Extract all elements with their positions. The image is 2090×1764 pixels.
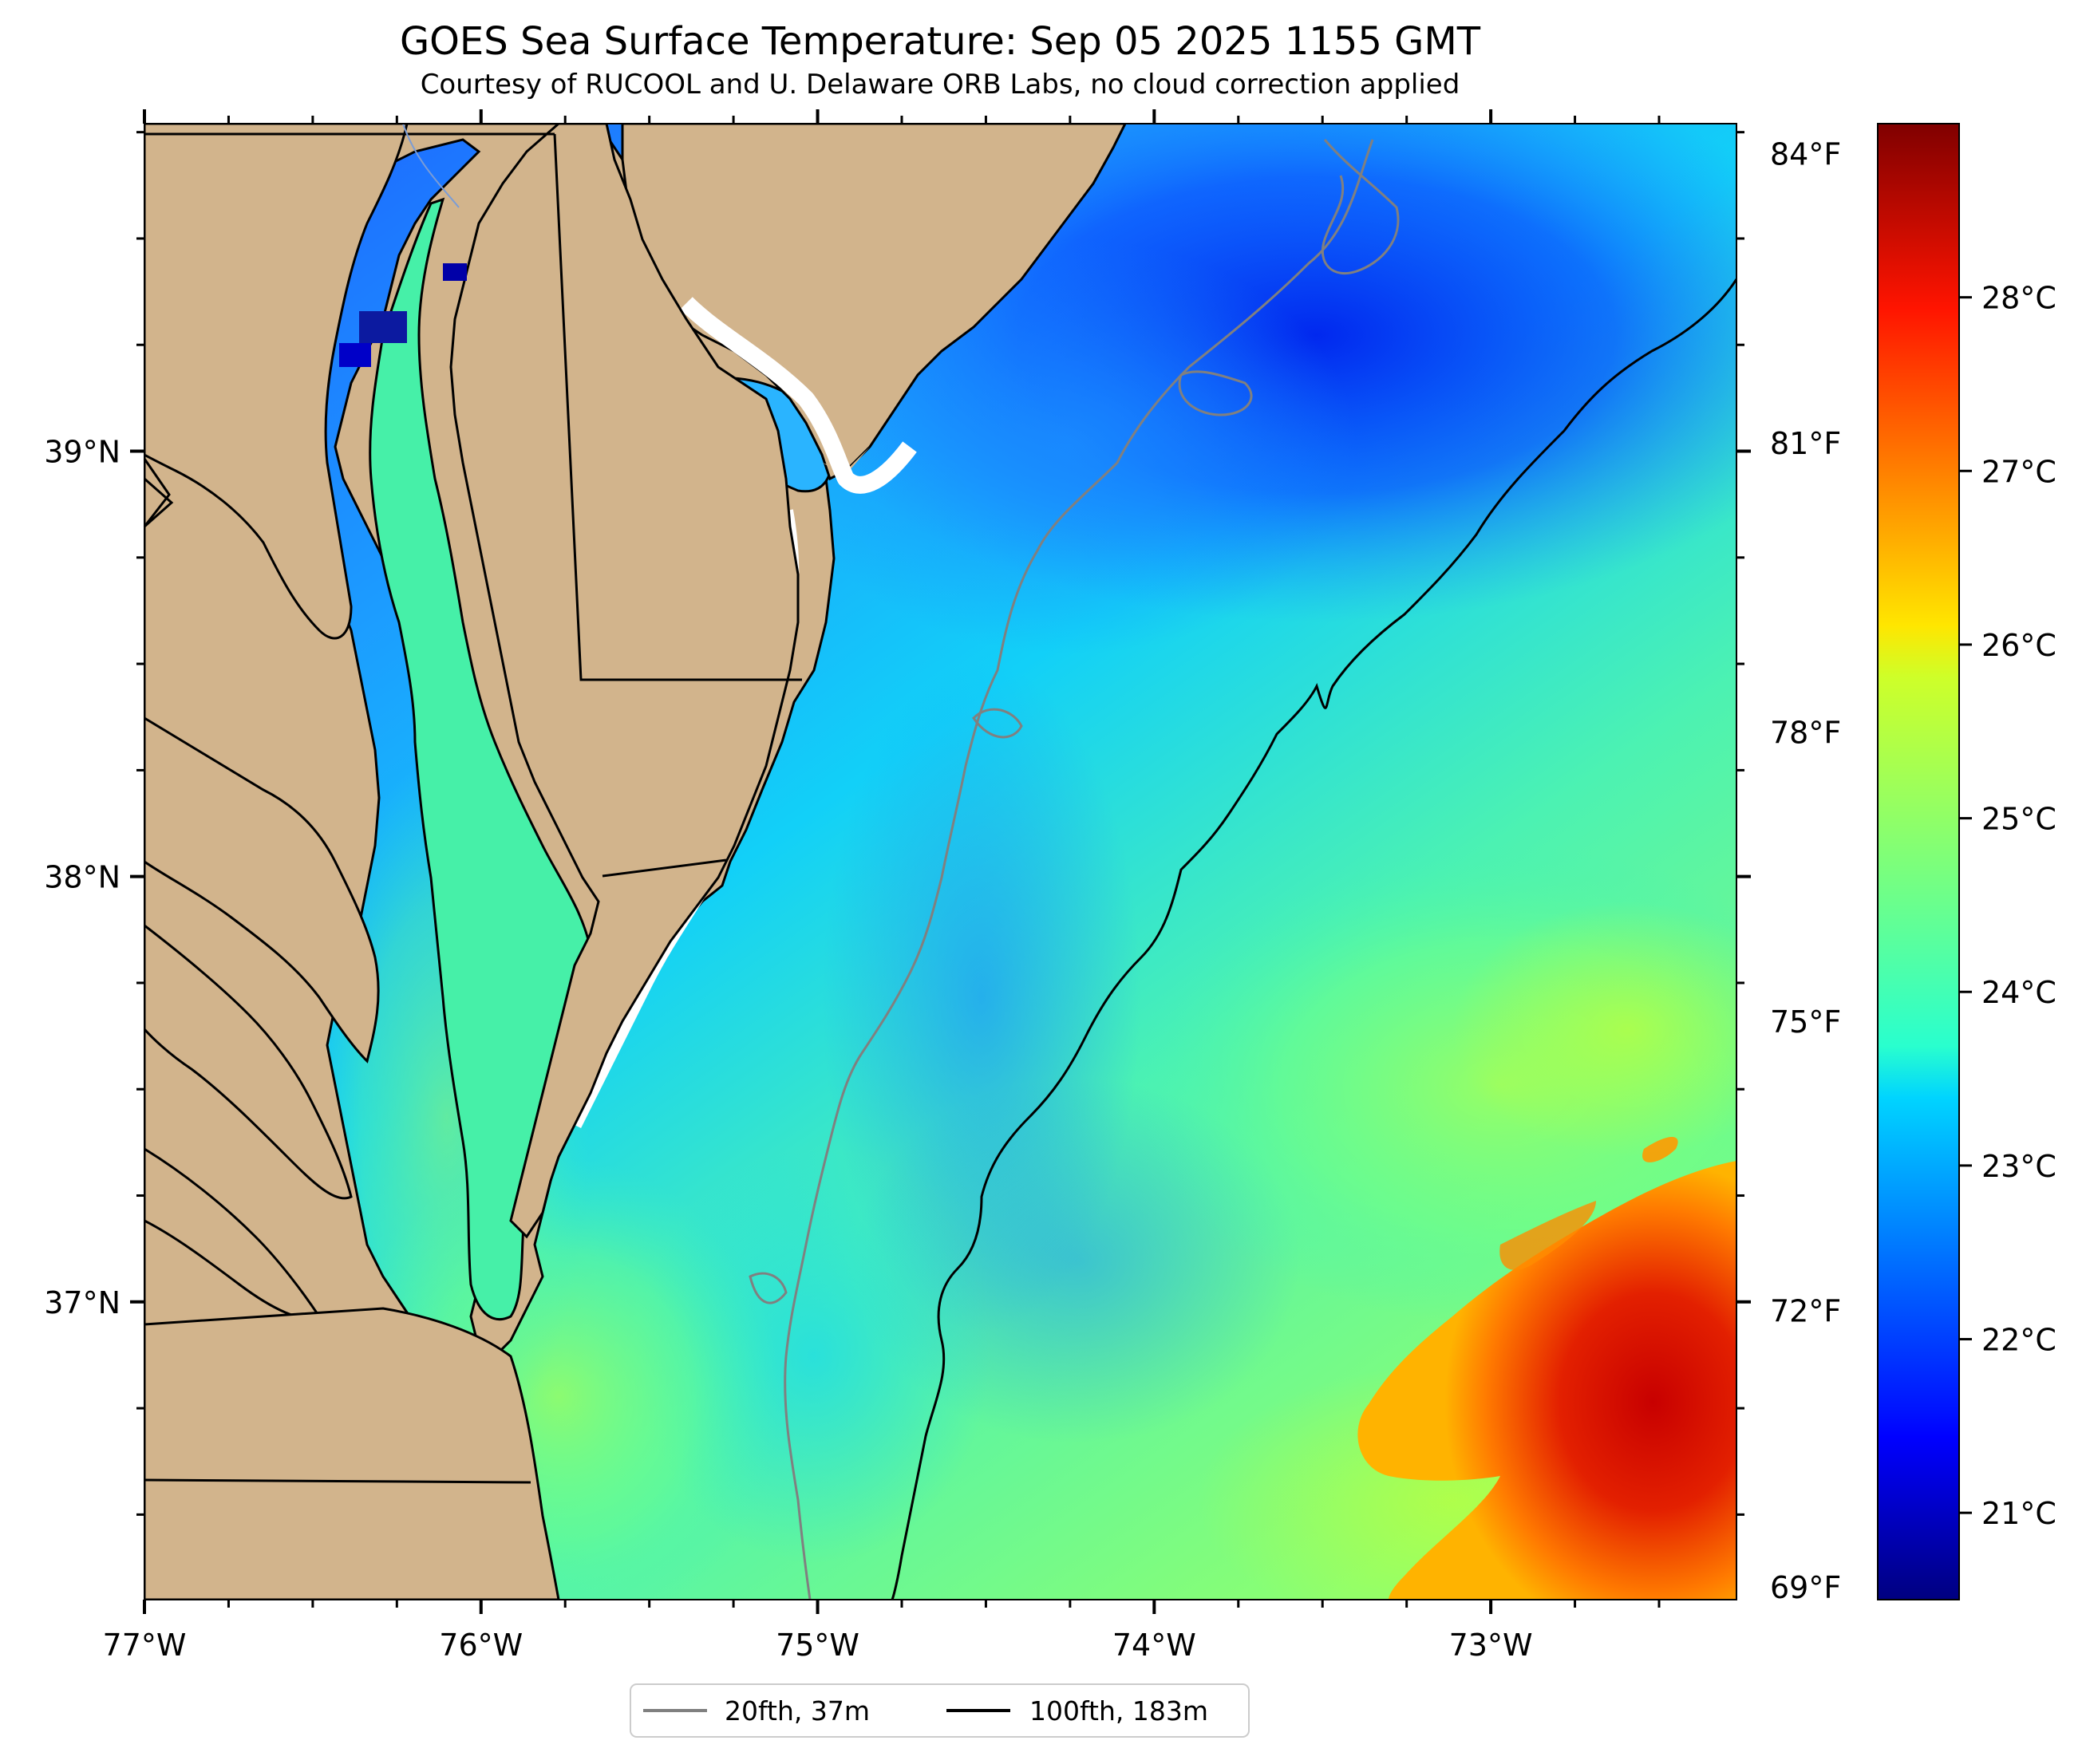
legend: 20fth, 37m 100fth, 183m bbox=[630, 1683, 1250, 1738]
lat-tick-label: 38°N bbox=[44, 860, 121, 895]
legend-label-100fth: 100fth, 183m bbox=[1029, 1695, 1208, 1727]
state-boundaries bbox=[143, 132, 802, 1484]
fahrenheit-tick-label: 72°F bbox=[1770, 1293, 1841, 1328]
fahrenheit-tick-label: 78°F bbox=[1770, 715, 1841, 750]
colorbar-ticks: 28°C 27°C 26°C 25°C 24°C 23°C 22°C 21°C bbox=[1959, 281, 2056, 1531]
fahrenheit-tick-label: 81°F bbox=[1770, 426, 1841, 461]
gulf-stream-warm-core bbox=[1357, 1161, 1736, 1600]
colorbar-tick-label: 27°C bbox=[1981, 454, 2056, 489]
chesapeake-bay bbox=[369, 197, 592, 1321]
contour-20fth bbox=[784, 139, 1374, 1600]
colorbar-tick-label: 22°C bbox=[1981, 1323, 2056, 1358]
lon-tick-label: 77°W bbox=[103, 1628, 187, 1663]
colorbar-tick-label: 23°C bbox=[1981, 1149, 2056, 1184]
latitude-axis: 39°N 38°N 37°N bbox=[44, 131, 1751, 1516]
map-panel bbox=[144, 124, 1736, 1600]
contour-100fth bbox=[891, 278, 1736, 1600]
lat-tick-label: 39°N bbox=[44, 435, 121, 470]
lon-tick-label: 75°W bbox=[776, 1628, 859, 1663]
colorbar bbox=[1877, 123, 1960, 1600]
colorbar-tick-label: 26°C bbox=[1981, 628, 2056, 663]
fahrenheit-tick-label: 75°F bbox=[1770, 1004, 1841, 1040]
lon-tick-label: 76°W bbox=[439, 1628, 523, 1663]
map-subtitle: Courtesy of RUCOOL and U. Delaware ORB L… bbox=[421, 69, 1460, 101]
fahrenheit-tick-label: 84°F bbox=[1770, 136, 1841, 172]
land-virginia-necks bbox=[144, 716, 380, 1064]
colorbar-tick-label: 28°C bbox=[1981, 281, 2056, 316]
lat-tick-label: 37°N bbox=[44, 1285, 121, 1320]
colorbar-tick-label: 25°C bbox=[1981, 802, 2056, 837]
fahrenheit-tick-label: 69°F bbox=[1770, 1570, 1841, 1605]
map-title: GOES Sea Surface Temperature: Sep 05 202… bbox=[400, 19, 1481, 64]
longitude-axis: 77°W 76°W 75°W 74°W 73°W bbox=[103, 109, 1661, 1663]
colorbar-tick-label: 24°C bbox=[1981, 975, 2056, 1010]
fahrenheit-axis: 84°F 81°F 78°F 75°F 72°F 69°F bbox=[1770, 136, 1841, 1605]
colorbar-tick-label: 21°C bbox=[1981, 1496, 2056, 1531]
legend-frame bbox=[630, 1683, 1250, 1738]
lon-tick-label: 74°W bbox=[1112, 1628, 1196, 1663]
river-line bbox=[402, 123, 460, 208]
map-frame bbox=[144, 123, 1737, 1600]
lon-tick-label: 73°W bbox=[1449, 1628, 1533, 1663]
legend-label-20fth: 20fth, 37m bbox=[725, 1695, 870, 1727]
